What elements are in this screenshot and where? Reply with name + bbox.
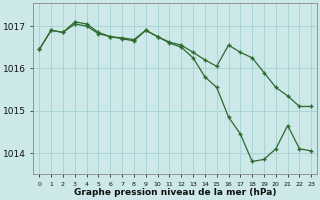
X-axis label: Graphe pression niveau de la mer (hPa): Graphe pression niveau de la mer (hPa) bbox=[74, 188, 276, 197]
